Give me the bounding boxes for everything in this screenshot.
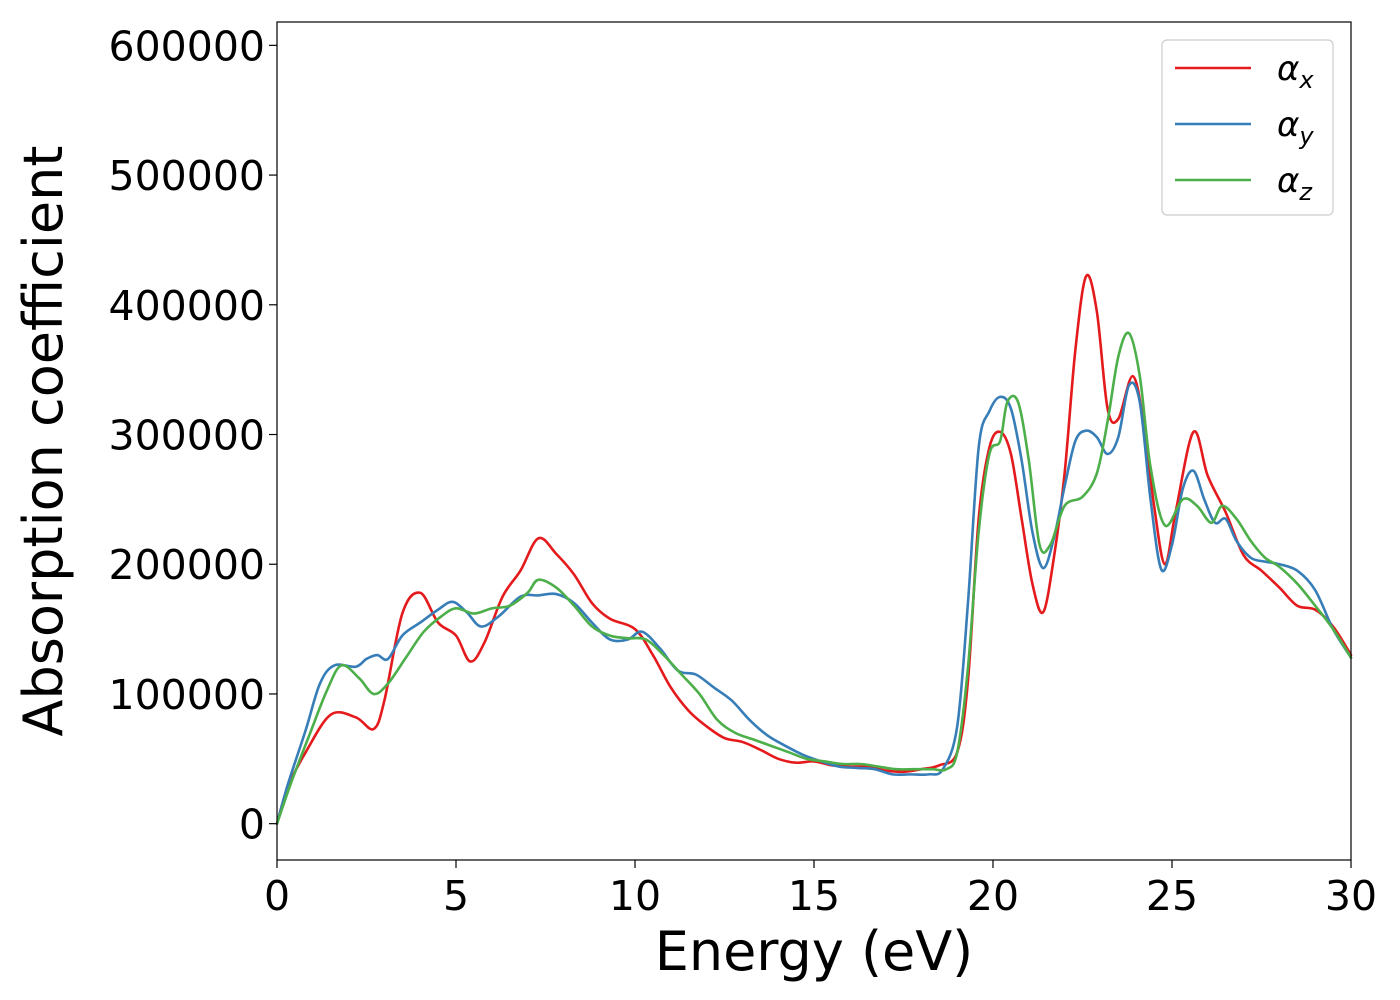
y-tick-label: 500000 [108, 152, 265, 200]
x-tick-label: 5 [443, 872, 469, 920]
x-tick-label: 15 [788, 872, 840, 920]
x-tick-label: 10 [609, 872, 661, 920]
y-tick-label: 400000 [108, 282, 265, 330]
series-line-alpha-x [275, 273, 1353, 825]
x-axis: 0 5 10 15 20 25 30 [264, 860, 1377, 920]
series-lines [275, 273, 1353, 825]
y-axis: 0 100000 200000 300000 400000 500000 600000 [108, 22, 277, 849]
y-axis-title: Absorption coefficient [12, 146, 75, 737]
series-line-alpha-y [275, 381, 1353, 825]
x-tick-label: 25 [1146, 872, 1198, 920]
x-tick-label: 30 [1325, 872, 1377, 920]
x-tick-label: 0 [264, 872, 290, 920]
x-axis-title: Energy (eV) [655, 920, 974, 983]
y-tick-label: 600000 [108, 22, 265, 70]
series-line-alpha-z [275, 331, 1353, 825]
y-tick-label: 200000 [108, 541, 265, 589]
y-tick-label: 300000 [108, 412, 265, 460]
legend-box [1161, 39, 1334, 216]
x-tick-label: 20 [967, 872, 1019, 920]
y-tick-label: 0 [239, 801, 265, 849]
y-tick-label: 100000 [108, 671, 265, 719]
